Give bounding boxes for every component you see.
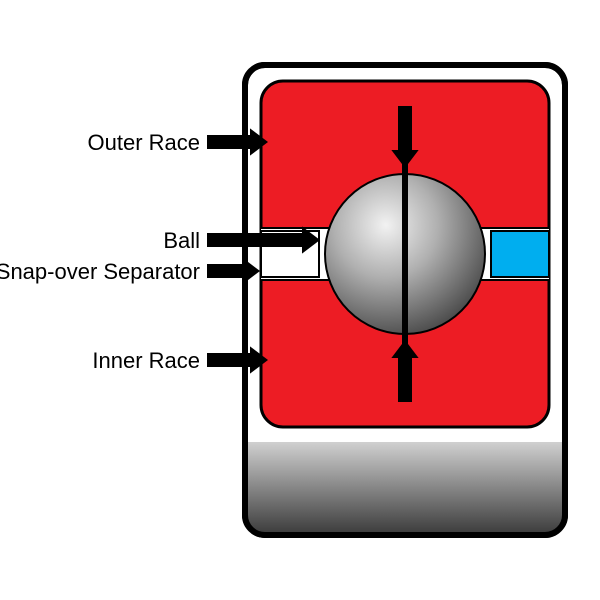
snap-over-separator-right [491,231,549,277]
label-ball: Ball [163,228,200,253]
bearing-cross-section-diagram: Outer Race Ball Snap-over Separator Inne… [0,0,600,600]
label-inner-race: Inner Race [92,348,200,373]
label-separator: Snap-over Separator [0,259,200,284]
label-outer-race: Outer Race [88,130,201,155]
shaft [245,442,565,535]
